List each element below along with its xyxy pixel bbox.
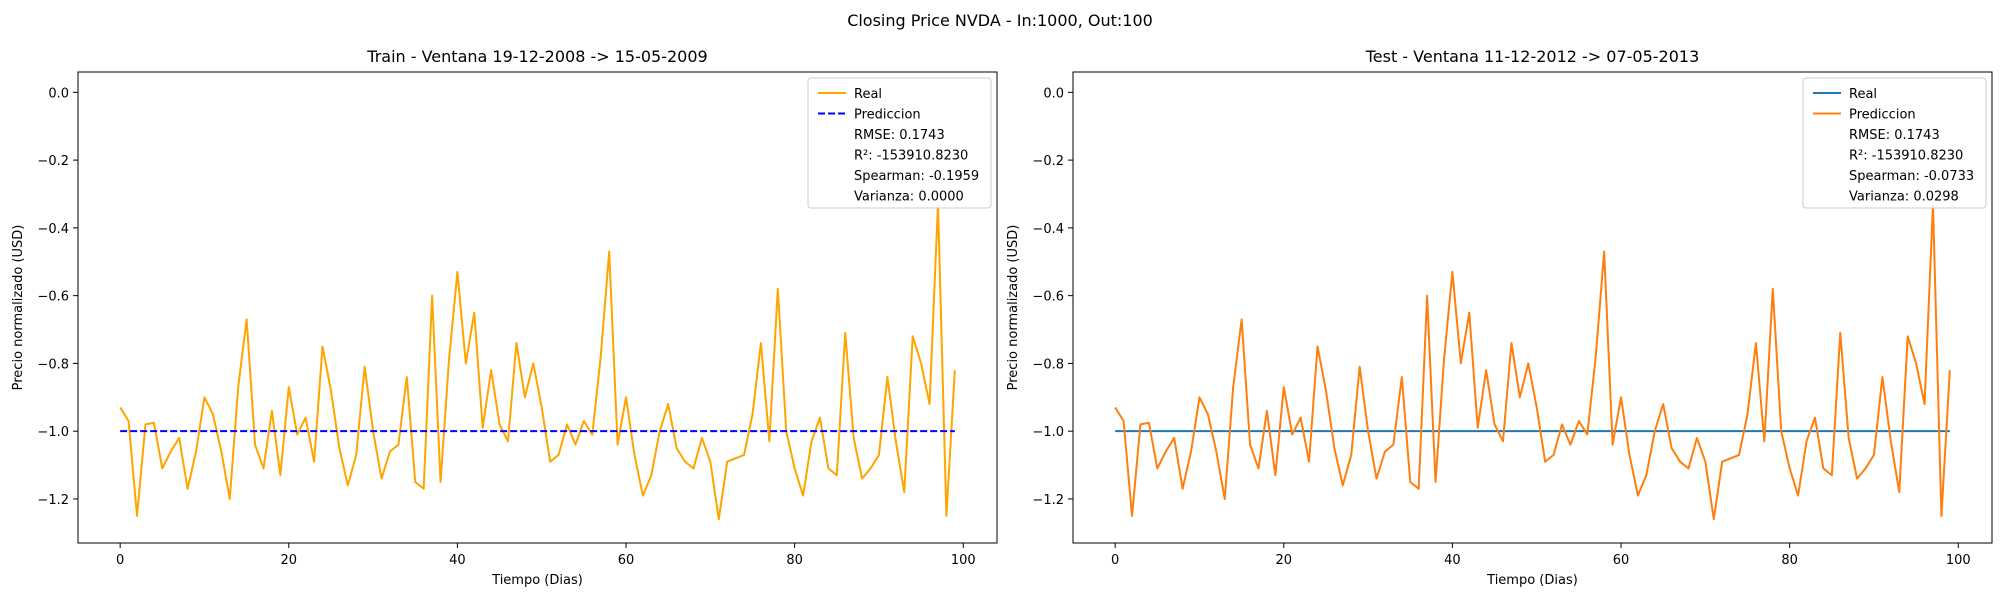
legend-stat: RMSE: 0.1743 — [1849, 128, 1940, 143]
y-tick-label: −0.2 — [1032, 154, 1064, 169]
legend-entry: Real — [854, 87, 882, 102]
test-chart: Test - Ventana 11-12-2012 -> 07-05-2013 0… — [1006, 47, 1993, 588]
x-tick-label: 0 — [116, 553, 124, 568]
x-tick-label: 100 — [1946, 553, 1971, 568]
x-tick-label: 60 — [618, 553, 635, 568]
legend-stat: Varianza: 0.0298 — [1849, 190, 1959, 205]
y-tick-label: −1.2 — [1032, 493, 1064, 508]
y-tick-label: −0.8 — [1032, 357, 1064, 372]
legend-box — [1802, 77, 1987, 209]
x-axis-label: Tiempo (Dias) — [491, 573, 583, 588]
x-tick-label: 80 — [786, 553, 803, 568]
legend: Real Prediccion RMSE: 0.1743 R²: -153910.82… — [1802, 77, 1987, 209]
legend-stat: R²: -153910.8230 — [854, 149, 968, 164]
legend: Real Prediccion RMSE: 0.1743 R²: -153910.82… — [807, 77, 992, 209]
x-tick-label: 0 — [1111, 553, 1119, 568]
y-axis-label: Precio normalizado (USD) — [1006, 225, 1021, 391]
y-tick-label: −1.0 — [37, 425, 69, 440]
series-line-prediccion — [1114, 203, 1951, 521]
legend-box — [807, 77, 992, 209]
chart-title: Train - Ventana 19-12-2008 -> 15-05-2009 — [366, 47, 707, 66]
x-tick-label: 20 — [1276, 553, 1293, 568]
series-line-real — [119, 203, 956, 521]
y-tick-label: 0.0 — [1043, 86, 1064, 101]
legend-entry: Prediccion — [1849, 108, 1916, 123]
axes-frame — [77, 71, 998, 544]
x-tick-label: 20 — [281, 553, 298, 568]
x-tick-label: 80 — [1781, 553, 1798, 568]
x-tick-label: 40 — [1444, 553, 1461, 568]
y-tick-label: 0.0 — [48, 86, 69, 101]
train-chart: Train - Ventana 19-12-2008 -> 15-05-2009… — [11, 47, 998, 588]
legend-stat: Spearman: -0.0733 — [1849, 169, 1974, 184]
figure-suptitle: Closing Price NVDA - In:1000, Out:100 — [847, 11, 1153, 30]
y-tick-label: −0.8 — [37, 357, 69, 372]
x-tick-label: 100 — [951, 553, 976, 568]
axes-frame — [1072, 71, 1993, 544]
legend-stat: RMSE: 0.1743 — [854, 128, 945, 143]
y-tick-label: −0.2 — [37, 154, 69, 169]
chart-title: Test - Ventana 11-12-2012 -> 07-05-2013 — [1365, 47, 1700, 66]
legend-stat: Varianza: 0.0000 — [854, 190, 964, 205]
x-tick-label: 40 — [449, 553, 466, 568]
y-tick-label: −0.6 — [1032, 290, 1064, 305]
legend-entry: Prediccion — [854, 108, 921, 123]
y-axis-label: Precio normalizado (USD) — [11, 225, 26, 391]
x-tick-label: 60 — [1613, 553, 1630, 568]
y-tick-label: −0.4 — [1032, 222, 1064, 237]
legend-stat: R²: -153910.8230 — [1849, 149, 1963, 164]
y-tick-label: −0.6 — [37, 290, 69, 305]
x-axis-label: Tiempo (Dias) — [1486, 573, 1578, 588]
legend-stat: Spearman: -0.1959 — [854, 169, 979, 184]
y-tick-label: −0.4 — [37, 222, 69, 237]
y-tick-label: −1.0 — [1032, 425, 1064, 440]
legend-entry: Real — [1849, 87, 1877, 102]
y-tick-label: −1.2 — [37, 493, 69, 508]
